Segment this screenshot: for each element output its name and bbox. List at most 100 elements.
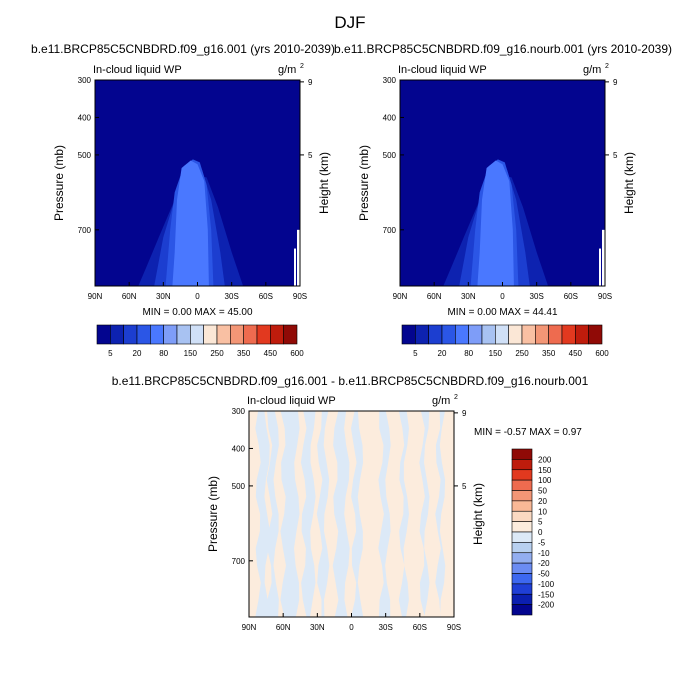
colorbar-swatch <box>511 583 533 595</box>
min-max-label: MIN = -0.57 MAX = 0.97 <box>474 427 582 438</box>
x-tick-label: 60N <box>276 623 291 632</box>
colorbar-swatch <box>511 552 533 564</box>
colorbar-swatch <box>136 324 151 345</box>
plot-area <box>95 80 300 286</box>
colorbar-label: 80 <box>464 349 473 358</box>
x-tick-label: 0 <box>500 292 505 301</box>
colorbar-swatch <box>415 324 429 345</box>
y-tick-label: 400 <box>383 113 397 122</box>
colorbar-swatch <box>588 324 603 345</box>
y-tick-label: 700 <box>383 226 397 235</box>
y-tick-label: 300 <box>78 76 92 85</box>
colorbar-label: 200 <box>538 455 552 464</box>
colorbar-swatch <box>401 324 416 345</box>
colorbar-swatch <box>203 324 218 345</box>
colorbar-swatch <box>511 469 533 481</box>
panel-difference: b.e11.BRCP85C5CNBDRD.f09_g16.001 - b.e11… <box>112 374 589 632</box>
colorbar-label: 350 <box>542 349 556 358</box>
x-tick-label: 60S <box>413 623 427 632</box>
missing-data-strip <box>294 248 296 286</box>
colorbar-label: -5 <box>538 538 546 547</box>
colorbar-label: 250 <box>210 349 224 358</box>
colorbar-swatch <box>561 324 576 345</box>
colorbar-label: 5 <box>538 518 543 527</box>
colorbar-label: 250 <box>515 349 529 358</box>
x-tick-label: 90S <box>447 623 461 632</box>
colorbar-swatch <box>495 324 509 345</box>
colorbar-label: 20 <box>133 349 142 358</box>
units-exponent: 2 <box>454 394 458 401</box>
y-tick-label: 500 <box>78 151 92 160</box>
colorbar-label: -150 <box>538 590 555 599</box>
x-tick-label: 90N <box>242 623 257 632</box>
colorbar-swatch <box>455 324 469 345</box>
colorbar-label: -20 <box>538 559 550 568</box>
colorbar-label: 600 <box>290 349 304 358</box>
colorbar-swatch <box>511 593 533 605</box>
colorbar-swatch <box>508 324 523 345</box>
colorbar-swatch <box>468 324 483 345</box>
colorbar-label: 50 <box>538 487 547 496</box>
y-right-tick-label: 5 <box>462 482 467 491</box>
colorbar-swatch <box>511 573 533 585</box>
x-tick-label: 30N <box>310 623 325 632</box>
min-max-label: MIN = 0.00 MAX = 44.41 <box>447 307 557 318</box>
x-tick-label: 90S <box>598 292 612 301</box>
colorbar-swatch <box>521 324 536 345</box>
x-tick-label: 90N <box>88 292 103 301</box>
min-max-label: MIN = 0.00 MAX = 45.00 <box>142 307 252 318</box>
colorbar-swatch <box>216 324 231 345</box>
y-axis-title: Pressure (mb) <box>52 145 66 221</box>
units-label: g/m <box>278 64 296 76</box>
y-right-axis-title: Height (km) <box>471 483 485 545</box>
colorbar-swatch <box>176 324 191 345</box>
units-exponent: 2 <box>300 63 304 70</box>
contour-band-4 <box>172 160 209 286</box>
colorbar-swatch <box>548 324 563 345</box>
x-tick-label: 30S <box>530 292 544 301</box>
plot-area <box>249 411 454 617</box>
colorbar-swatch <box>110 324 124 345</box>
colorbar-label: 600 <box>595 349 609 358</box>
colorbar-swatch <box>150 324 164 345</box>
figure-title: DJF <box>334 13 365 32</box>
x-tick-label: 60N <box>122 292 137 301</box>
colorbar-swatch <box>511 531 533 543</box>
y-axis-title: Pressure (mb) <box>206 476 220 552</box>
colorbar-swatch <box>96 324 111 345</box>
negative-streak-9 <box>398 411 409 617</box>
y-right-tick-label: 5 <box>308 151 313 160</box>
colorbar-label: 5 <box>413 349 418 358</box>
y-tick-label: 500 <box>383 151 397 160</box>
negative-streak-10 <box>419 411 430 617</box>
units-label: g/m <box>583 64 601 76</box>
colorbar-swatch <box>190 324 204 345</box>
y-tick-label: 300 <box>232 407 246 416</box>
colorbar-swatch <box>511 479 533 491</box>
colorbar-swatch <box>428 324 443 345</box>
negative-streak-8 <box>378 411 391 617</box>
y-right-axis-title: Height (km) <box>622 152 636 214</box>
x-tick-label: 30N <box>461 292 476 301</box>
colorbar-label: 450 <box>264 349 278 358</box>
colorbar-swatch <box>481 324 496 345</box>
panel-title: b.e11.BRCP85C5CNBDRD.f09_g16.nourb.001 (… <box>334 42 672 56</box>
colorbar-label: 150 <box>489 349 503 358</box>
y-tick-label: 300 <box>383 76 397 85</box>
x-tick-label: 60S <box>564 292 578 301</box>
negative-streak-7 <box>351 411 364 617</box>
colorbar-swatch <box>511 500 533 512</box>
colorbar-swatch <box>283 324 298 345</box>
colorbar-label: 450 <box>569 349 583 358</box>
y-right-tick-label: 5 <box>613 151 618 160</box>
colorbar-swatch <box>511 604 533 616</box>
colorbar-swatch <box>230 324 244 345</box>
x-tick-label: 60S <box>259 292 273 301</box>
y-tick-label: 400 <box>232 444 246 453</box>
x-tick-label: 30S <box>225 292 239 301</box>
y-right-tick-label: 9 <box>613 78 618 87</box>
colorbar-swatch <box>511 448 533 460</box>
colorbar-swatch <box>511 459 533 471</box>
colorbar-label: 100 <box>538 476 552 485</box>
